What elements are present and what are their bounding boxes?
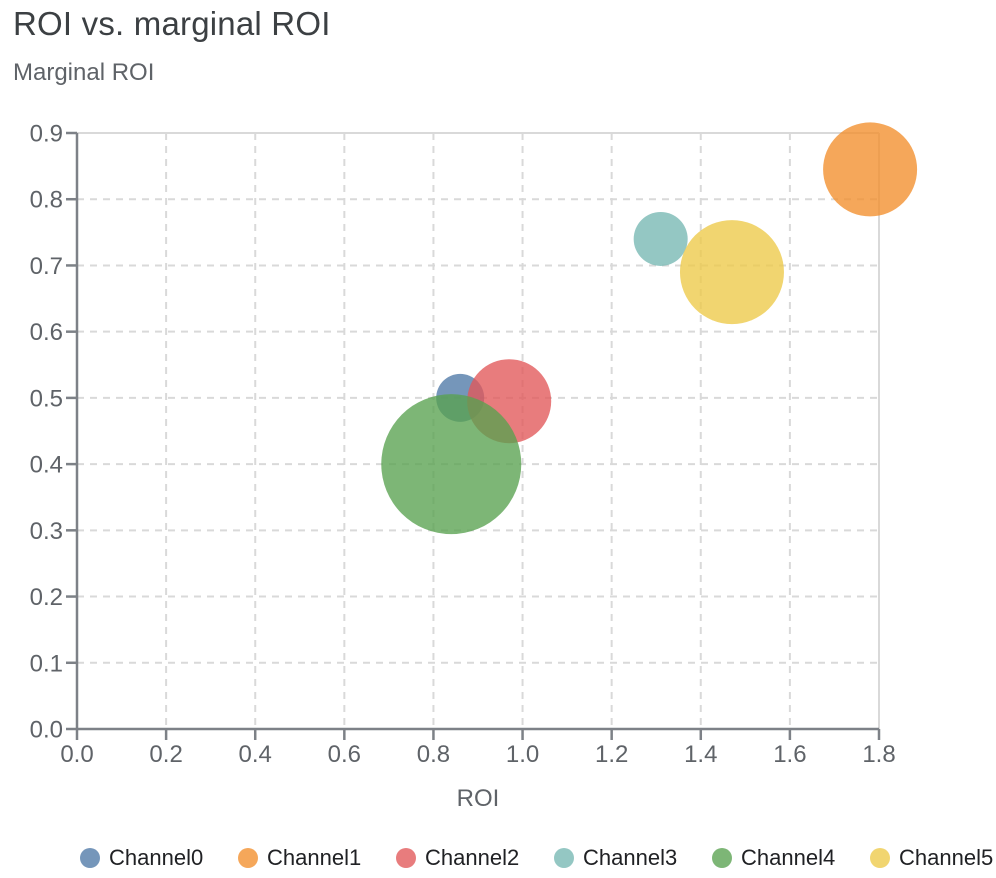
bubble-channel4[interactable] [381, 394, 522, 535]
legend-item-channel5[interactable]: Channel5 [870, 845, 996, 871]
legend-label: Channel1 [267, 845, 362, 870]
bubble-channel1[interactable] [823, 122, 918, 217]
y-tick-label: 0.1 [30, 650, 63, 677]
x-tick-label: 1.0 [506, 741, 539, 768]
y-tick-label: 0.6 [30, 319, 63, 346]
legend-dot-channel3 [554, 848, 574, 868]
y-tick-label: 0.4 [30, 452, 63, 479]
legend-label: Channel2 [425, 845, 520, 870]
x-tick-label: 0.0 [60, 741, 93, 768]
legend-dot-channel1 [238, 848, 258, 868]
legend-label: Channel5 [899, 845, 994, 870]
x-tick-label: 0.4 [239, 741, 272, 768]
y-tick-label: 0.3 [30, 518, 63, 545]
legend-dot-channel4 [712, 848, 732, 868]
x-axis-label: ROI [457, 785, 500, 812]
y-axis-title: Marginal ROI [13, 59, 155, 86]
legend-item-channel3[interactable]: Channel3 [554, 845, 712, 871]
x-tick-label: 1.8 [862, 741, 895, 768]
legend-label: Channel4 [741, 845, 836, 870]
plot-area: 0.0 0.1 0.2 0.3 0.4 0.5 0.6 0.7 0.8 0.9 0.0 0.2 0.4 0… [30, 121, 918, 812]
legend-dot-channel0 [80, 848, 100, 868]
legend-label: Channel3 [583, 845, 678, 870]
legend-dot-channel5 [870, 848, 890, 868]
y-tick-label: 0.7 [30, 253, 63, 280]
y-tick-label: 0.2 [30, 584, 63, 611]
x-tick-label: 1.4 [684, 741, 717, 768]
legend-dot-channel2 [396, 848, 416, 868]
x-tick-label: 0.6 [328, 741, 361, 768]
y-tick-label: 0.8 [30, 187, 63, 214]
legend: Channel0 Channel1 Channel2 Channel3 Channel4… [80, 845, 996, 871]
bubble-channel5[interactable] [679, 220, 784, 325]
chart-title: ROI vs. marginal ROI [13, 5, 331, 42]
legend-item-channel4[interactable]: Channel4 [712, 845, 870, 871]
x-tick-label: 0.8 [417, 741, 450, 768]
x-tick-label: 0.2 [149, 741, 182, 768]
legend-label: Channel0 [109, 845, 204, 870]
x-tick-label: 1.6 [773, 741, 806, 768]
x-tick-label: 1.2 [595, 741, 628, 768]
legend-item-channel1[interactable]: Channel1 [238, 845, 396, 871]
legend-item-channel0[interactable]: Channel0 [80, 845, 238, 871]
y-tick-label: 0.9 [30, 121, 63, 148]
legend-item-channel2[interactable]: Channel2 [396, 845, 554, 871]
bubble-channel3[interactable] [633, 211, 688, 266]
y-tick-label: 0.5 [30, 385, 63, 412]
y-tick-label: 0.0 [30, 717, 63, 744]
